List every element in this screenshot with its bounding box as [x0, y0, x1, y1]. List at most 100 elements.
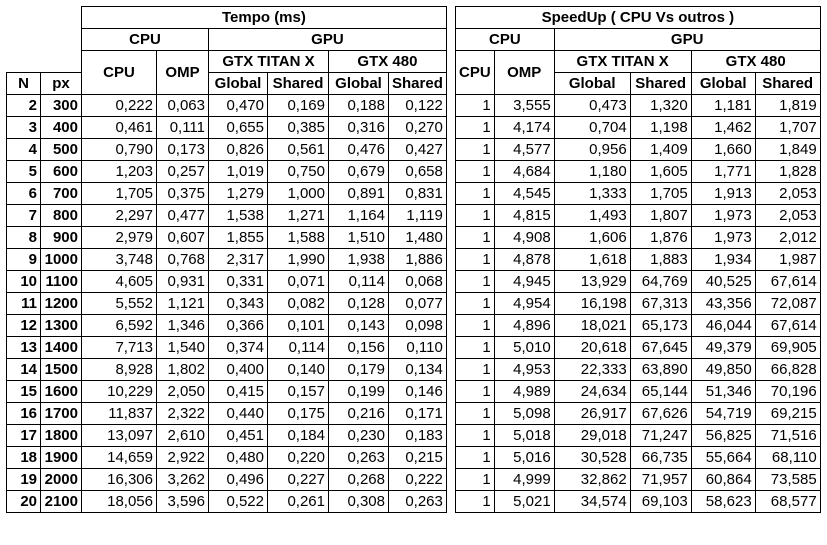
- speedup-cell: 4,815: [493, 204, 555, 227]
- n-cell: 20: [6, 490, 41, 513]
- time-cell: 0,451: [208, 424, 268, 447]
- time-cell: 0,658: [388, 160, 447, 183]
- gtx480-global-header: Global: [690, 72, 756, 95]
- time-cell: 1,705: [81, 182, 157, 205]
- speedup-cell: 4,896: [493, 314, 555, 337]
- speedup-cell: 67,645: [629, 336, 692, 359]
- time-cell: 0,183: [388, 424, 447, 447]
- speedup-cell: 49,379: [690, 336, 756, 359]
- speedup-cell: 1: [455, 424, 495, 447]
- speedup-cell: 55,664: [690, 446, 756, 469]
- table-row: 1 4,945 13,929 64,769 40,525 67,614: [455, 270, 821, 293]
- time-cell: 1,164: [328, 204, 389, 227]
- time-cell: 0,156: [328, 336, 389, 359]
- px-cell: 1100: [40, 270, 82, 293]
- titan-shared-header: Shared: [267, 72, 329, 95]
- px-cell: 300: [40, 94, 82, 117]
- speedup-cell: 1,973: [690, 226, 756, 249]
- time-cell: 10,229: [81, 380, 157, 403]
- n-cell: 4: [6, 138, 41, 161]
- time-cell: 0,082: [267, 292, 329, 315]
- time-cell: 0,561: [267, 138, 329, 161]
- speedup-cell: 0,956: [553, 138, 631, 161]
- time-cell: 1,510: [328, 226, 389, 249]
- speedup-cell: 1: [455, 402, 495, 425]
- speedup-cell: 18,021: [553, 314, 631, 337]
- corner-blank: [7, 7, 82, 29]
- time-cell: 0,477: [156, 204, 209, 227]
- time-cell: 2,050: [156, 380, 209, 403]
- time-cell: 4,605: [81, 270, 157, 293]
- time-cell: 0,157: [267, 380, 329, 403]
- speedup-cell: 30,528: [553, 446, 631, 469]
- time-cell: 1,480: [388, 226, 447, 249]
- time-cell: 0,215: [388, 446, 447, 469]
- time-cell: 0,263: [328, 446, 389, 469]
- speedup-cell: 4,174: [493, 116, 555, 139]
- px-cell: 1800: [40, 424, 82, 447]
- time-cell: 0,375: [156, 182, 209, 205]
- speedup-cell: 4,908: [493, 226, 555, 249]
- speedup-cell: 1,876: [629, 226, 692, 249]
- table-row: 1 5,021 34,574 69,103 58,623 68,577: [455, 490, 821, 513]
- time-cell: 0,169: [267, 94, 329, 117]
- time-cell: 0,679: [328, 160, 389, 183]
- speedup-cell: 1,320: [629, 94, 692, 117]
- time-cell: 0,220: [267, 446, 329, 469]
- speedup-cell: 1,828: [754, 160, 821, 183]
- speedup-cell: 71,516: [754, 424, 821, 447]
- table-row: 1 5,010 20,618 67,645 49,379 69,905: [455, 336, 821, 359]
- speedup-cell: 13,929: [553, 270, 631, 293]
- n-cell: 7: [6, 204, 41, 227]
- time-cell: 0,374: [208, 336, 268, 359]
- table-row: 1 5,098 26,917 67,626 54,719 69,215: [455, 402, 821, 425]
- speedup-cell: 1,493: [553, 204, 631, 227]
- n-cell: 11: [6, 292, 41, 315]
- speedup-cell: 4,989: [493, 380, 555, 403]
- gpu-group-header: GPU: [208, 28, 447, 51]
- n-cell: 13: [6, 336, 41, 359]
- speedup-cell: 1: [455, 490, 495, 513]
- gtx-480-header: GTX 480: [328, 50, 447, 73]
- time-cell: 0,480: [208, 446, 268, 469]
- time-cell: 1,886: [388, 248, 447, 271]
- cpu-group-header: CPU: [81, 28, 209, 51]
- time-cell: 0,931: [156, 270, 209, 293]
- time-table-title: Tempo (ms): [81, 6, 447, 29]
- omp-column-header: OMP: [493, 50, 555, 95]
- speedup-cell: 49,850: [690, 358, 756, 381]
- table-row: 7 800 2,297 0,477 1,538 1,271 1,164 1,119: [6, 204, 447, 227]
- n-cell: 5: [6, 160, 41, 183]
- table-row: 12 1300 6,592 1,346 0,366 0,101 0,143 0,098: [6, 314, 447, 337]
- speedup-cell: 5,018: [493, 424, 555, 447]
- time-cell: 14,659: [81, 446, 157, 469]
- speedup-cell: 1,462: [690, 116, 756, 139]
- time-cell: 0,400: [208, 358, 268, 381]
- time-cell: 16,306: [81, 468, 157, 491]
- speedup-cell: 1,849: [754, 138, 821, 161]
- time-cell: 1,855: [208, 226, 268, 249]
- titan-shared-header: Shared: [629, 72, 692, 95]
- px-cell: 1200: [40, 292, 82, 315]
- n-cell: 3: [6, 116, 41, 139]
- table-row: 8 900 2,979 0,607 1,855 1,588 1,510 1,480: [6, 226, 447, 249]
- speedup-cell: 1: [455, 138, 495, 161]
- speedup-cell: 3,555: [493, 94, 555, 117]
- time-cell: 2,297: [81, 204, 157, 227]
- speedup-cell: 1,807: [629, 204, 692, 227]
- n-cell: 10: [6, 270, 41, 293]
- time-cell: 0,216: [328, 402, 389, 425]
- speedup-cell: 67,313: [629, 292, 692, 315]
- time-cell: 0,261: [267, 490, 329, 513]
- time-cell: 0,750: [267, 160, 329, 183]
- speedup-cell: 1: [455, 380, 495, 403]
- table-row: 1 5,016 30,528 66,735 55,664 68,110: [455, 446, 821, 469]
- time-cell: 2,922: [156, 446, 209, 469]
- speedup-cell: 2,053: [754, 182, 821, 205]
- speedup-cell: 1,883: [629, 248, 692, 271]
- speedup-cell: 63,890: [629, 358, 692, 381]
- table-row: 9 1000 3,748 0,768 2,317 1,990 1,938 1,886: [6, 248, 447, 271]
- speedup-cell: 1,934: [690, 248, 756, 271]
- time-cell: 0,098: [388, 314, 447, 337]
- time-cell: 3,596: [156, 490, 209, 513]
